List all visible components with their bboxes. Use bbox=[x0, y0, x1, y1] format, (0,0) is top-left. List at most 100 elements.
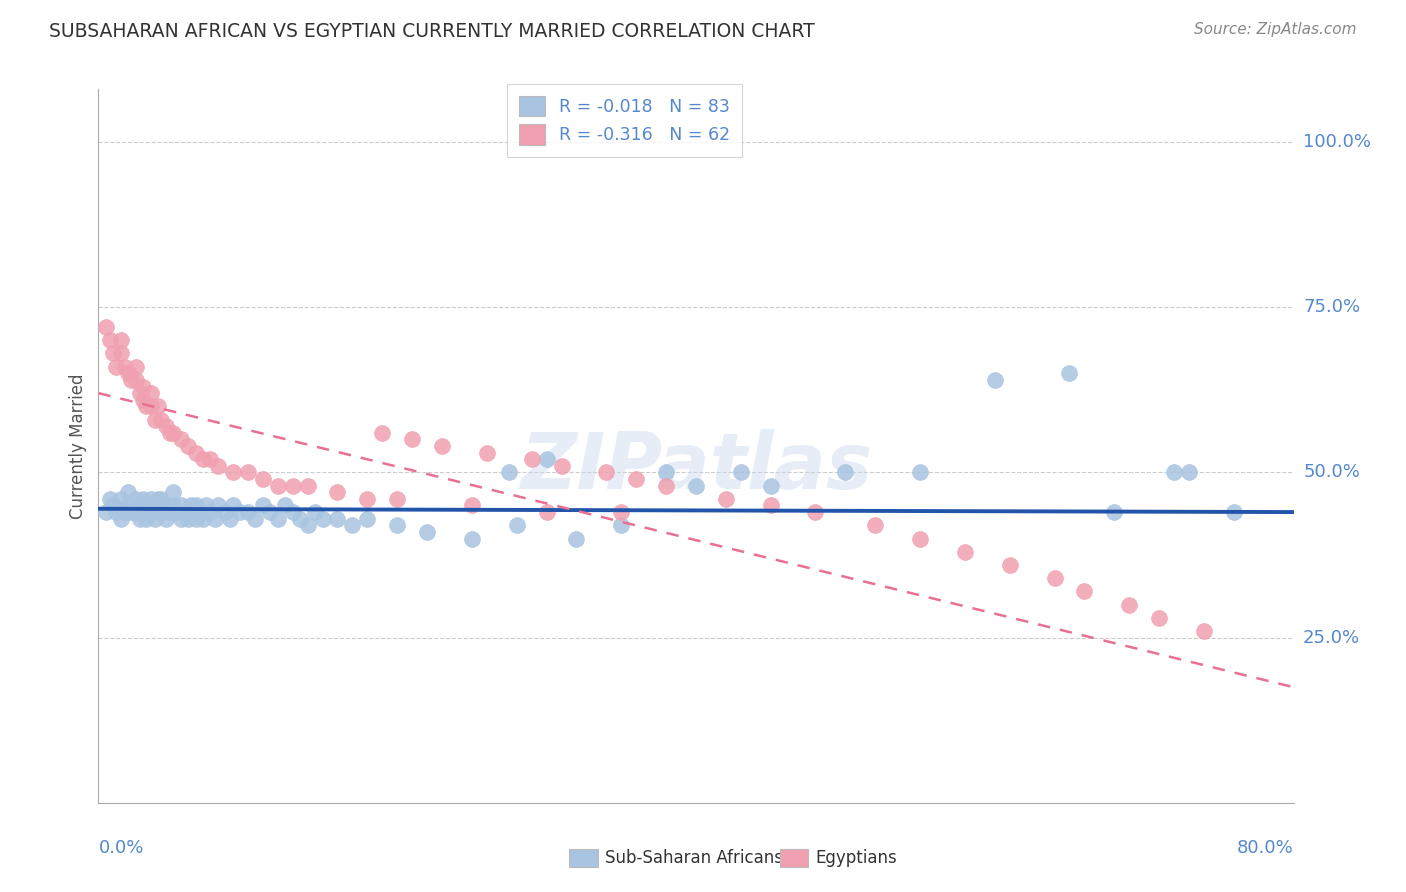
Point bbox=[259, 505, 281, 519]
Point bbox=[730, 466, 752, 480]
Point bbox=[139, 400, 162, 414]
Point bbox=[498, 466, 520, 480]
Point bbox=[184, 511, 207, 525]
Point bbox=[103, 499, 125, 513]
Point bbox=[125, 505, 148, 519]
Point bbox=[356, 491, 378, 506]
Point bbox=[267, 511, 290, 525]
Point bbox=[207, 499, 229, 513]
Point bbox=[135, 400, 157, 414]
Point bbox=[159, 505, 181, 519]
Point bbox=[550, 458, 572, 473]
Point bbox=[984, 373, 1007, 387]
Point bbox=[177, 511, 200, 525]
Point bbox=[105, 505, 128, 519]
Point bbox=[998, 558, 1021, 572]
Point bbox=[143, 511, 166, 525]
Text: 75.0%: 75.0% bbox=[1303, 298, 1360, 317]
Point bbox=[135, 511, 157, 525]
Point bbox=[129, 386, 152, 401]
Point bbox=[159, 425, 181, 440]
Point bbox=[685, 478, 707, 492]
Text: 100.0%: 100.0% bbox=[1303, 133, 1371, 151]
Point bbox=[461, 499, 484, 513]
Y-axis label: Currently Married: Currently Married bbox=[69, 373, 87, 519]
Point bbox=[759, 499, 782, 513]
Point bbox=[125, 491, 148, 506]
Point bbox=[371, 425, 394, 440]
Point bbox=[236, 466, 259, 480]
Point bbox=[169, 511, 191, 525]
Point bbox=[311, 511, 333, 525]
Point bbox=[132, 392, 155, 407]
Point bbox=[1163, 466, 1185, 480]
Point bbox=[834, 466, 856, 480]
Text: 80.0%: 80.0% bbox=[1237, 839, 1294, 857]
Point bbox=[536, 452, 558, 467]
Point bbox=[207, 458, 229, 473]
Point bbox=[120, 505, 142, 519]
Point bbox=[222, 499, 245, 513]
Point bbox=[129, 499, 152, 513]
Point bbox=[214, 505, 236, 519]
Point bbox=[103, 346, 125, 360]
Point bbox=[114, 359, 136, 374]
Point bbox=[908, 532, 931, 546]
Point bbox=[98, 333, 122, 347]
Point bbox=[98, 491, 122, 506]
Point bbox=[143, 412, 166, 426]
Point bbox=[714, 491, 737, 506]
Point bbox=[148, 400, 170, 414]
Point bbox=[169, 433, 191, 447]
Point bbox=[536, 505, 558, 519]
Point bbox=[245, 511, 267, 525]
Point bbox=[1043, 571, 1066, 585]
Point bbox=[139, 505, 162, 519]
Point bbox=[252, 472, 274, 486]
Point bbox=[1059, 367, 1081, 381]
Point bbox=[195, 499, 218, 513]
Point bbox=[1118, 598, 1140, 612]
Point bbox=[148, 505, 170, 519]
Point bbox=[281, 505, 304, 519]
Point bbox=[117, 485, 139, 500]
Point bbox=[177, 439, 200, 453]
Point bbox=[416, 524, 439, 539]
Point bbox=[110, 511, 132, 525]
Point bbox=[475, 445, 498, 459]
Point bbox=[1147, 611, 1170, 625]
Point bbox=[1223, 505, 1246, 519]
Point bbox=[229, 505, 252, 519]
Text: 0.0%: 0.0% bbox=[98, 839, 143, 857]
Text: 25.0%: 25.0% bbox=[1303, 629, 1360, 647]
Text: SUBSAHARAN AFRICAN VS EGYPTIAN CURRENTLY MARRIED CORRELATION CHART: SUBSAHARAN AFRICAN VS EGYPTIAN CURRENTLY… bbox=[49, 22, 815, 41]
Point bbox=[506, 518, 529, 533]
Point bbox=[191, 511, 214, 525]
Point bbox=[155, 511, 177, 525]
Legend: R = -0.018   N = 83, R = -0.316   N = 62: R = -0.018 N = 83, R = -0.316 N = 62 bbox=[506, 84, 742, 157]
Point bbox=[297, 478, 319, 492]
Point bbox=[626, 472, 648, 486]
Point bbox=[139, 386, 162, 401]
Point bbox=[162, 499, 184, 513]
Point bbox=[461, 532, 484, 546]
Point bbox=[1178, 466, 1201, 480]
Point bbox=[401, 433, 423, 447]
Point bbox=[219, 511, 242, 525]
Point bbox=[132, 491, 155, 506]
Point bbox=[174, 505, 197, 519]
Point bbox=[655, 478, 678, 492]
Point bbox=[326, 511, 349, 525]
Point bbox=[759, 478, 782, 492]
Point bbox=[120, 373, 142, 387]
Point bbox=[1104, 505, 1126, 519]
Point bbox=[908, 466, 931, 480]
Point bbox=[135, 499, 157, 513]
Point bbox=[143, 499, 166, 513]
Point bbox=[132, 379, 155, 393]
Point bbox=[180, 499, 202, 513]
Point bbox=[610, 518, 633, 533]
Point bbox=[274, 499, 297, 513]
Point bbox=[565, 532, 588, 546]
Point bbox=[520, 452, 543, 467]
